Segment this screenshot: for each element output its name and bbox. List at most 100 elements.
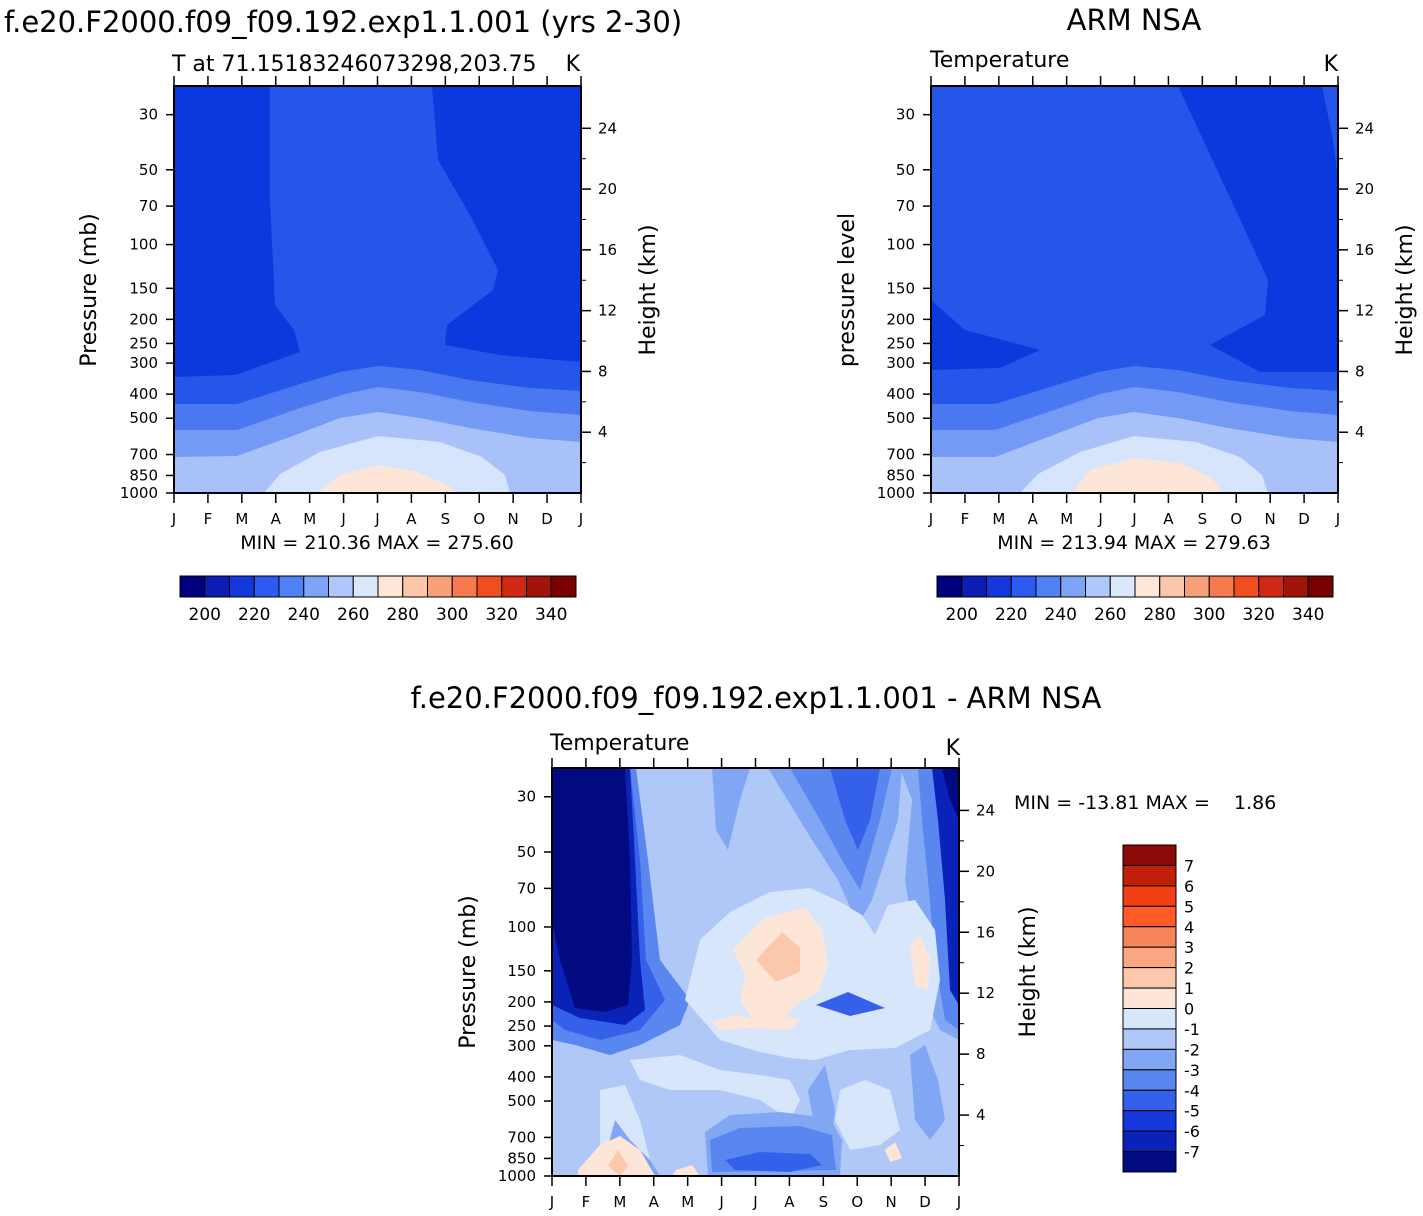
contour-band xyxy=(712,768,750,850)
contour-band xyxy=(552,768,632,1012)
y-tick-label: 200 xyxy=(507,993,536,1011)
y2-tick-label: 24 xyxy=(1355,119,1374,137)
colorbar-swatch xyxy=(1122,1008,1177,1030)
colorbar-swatch xyxy=(1134,575,1161,598)
diff-min-max: MIN = -13.81 MAX = 1.86 xyxy=(1014,792,1276,814)
colorbar-label: -7 xyxy=(1184,1143,1200,1162)
x-tick-label: J xyxy=(374,510,379,528)
colorbar-label: 1 xyxy=(1184,979,1194,998)
colorbar-label: 260 xyxy=(337,605,369,625)
x-tick-label: A xyxy=(271,510,282,528)
colorbar-label: -3 xyxy=(1184,1061,1200,1080)
contour-band xyxy=(608,1150,628,1176)
colorbar-label: 220 xyxy=(995,605,1027,625)
colorbar-swatch xyxy=(526,575,552,598)
model-y2-axis-label: Height (km) xyxy=(636,224,661,355)
x-tick-label: S xyxy=(441,510,451,528)
contour-band xyxy=(932,768,959,1005)
colorbar-swatch xyxy=(1122,946,1177,969)
x-tick-label: N xyxy=(508,510,519,528)
x-tick-label: J xyxy=(578,510,583,528)
y-tick-label: 150 xyxy=(886,279,915,297)
y-tick-label: 500 xyxy=(507,1092,536,1110)
contour-band xyxy=(885,1142,902,1162)
y-tick-label: 250 xyxy=(886,334,915,352)
contour-band xyxy=(816,992,885,1016)
x-tick-label: J xyxy=(1131,510,1136,528)
x-tick-label: O xyxy=(473,510,485,528)
x-tick-label: J xyxy=(956,1193,961,1211)
colorbar-swatch xyxy=(936,575,963,598)
y-tick-label: 30 xyxy=(139,106,158,124)
colorbar-swatch xyxy=(550,575,577,598)
colorbar-swatch xyxy=(402,575,428,598)
colorbar-swatch xyxy=(1122,864,1177,887)
contour-band xyxy=(725,1152,822,1172)
y2-tick-label: 8 xyxy=(598,362,608,380)
colorbar-swatch xyxy=(352,575,379,598)
y2-tick-label: 12 xyxy=(598,302,617,320)
obs-axes: J F M A M J J A S O N D J 30 50 70 100 150 200 250 300 400 500… xyxy=(877,76,1374,528)
y-tick-label: 400 xyxy=(886,385,915,403)
x-tick-label: M xyxy=(1060,510,1073,528)
y-tick-label: 70 xyxy=(517,879,536,897)
contour-band xyxy=(756,932,800,982)
colorbar-swatch xyxy=(501,575,527,598)
contour-band xyxy=(630,1055,800,1120)
x-tick-label: J xyxy=(549,1193,554,1211)
x-tick-label: D xyxy=(541,510,553,528)
colorbar-swatch xyxy=(1085,575,1111,598)
y-tick-label: 150 xyxy=(507,962,536,980)
x-tick-label: N xyxy=(886,1193,897,1211)
colorbar-swatch xyxy=(1010,575,1037,598)
y-tick-label: 150 xyxy=(129,279,158,297)
y-tick-label: 30 xyxy=(896,106,915,124)
y2-tick-label: 16 xyxy=(976,923,995,941)
colorbar-swatch xyxy=(1122,844,1177,866)
colorbar-swatch xyxy=(476,575,503,598)
colorbar-swatch xyxy=(1233,575,1260,598)
contour-band xyxy=(942,768,959,820)
right-panel-title: ARM NSA xyxy=(1067,3,1202,37)
colorbar-label: 6 xyxy=(1184,877,1194,896)
colorbar-label: 260 xyxy=(1094,605,1126,625)
colorbar-label: -2 xyxy=(1184,1040,1200,1059)
y2-tick-label: 24 xyxy=(976,801,995,819)
x-tick-label: J xyxy=(718,1193,723,1211)
colorbar-swatch xyxy=(1122,1069,1177,1091)
colorbar-swatch xyxy=(303,575,329,598)
y-tick-label: 500 xyxy=(886,409,915,427)
difference-panel-title: f.e20.F2000.f09_f09.192.exp1.1.001 - ARM… xyxy=(411,681,1102,715)
y-tick-label: 1000 xyxy=(120,484,158,502)
y2-tick-label: 4 xyxy=(976,1106,986,1124)
colorbar-label: 300 xyxy=(1193,605,1225,625)
colorbar-swatch xyxy=(1122,1089,1177,1112)
y-tick-label: 50 xyxy=(139,161,158,179)
colorbar-swatch xyxy=(1122,885,1177,907)
x-tick-label: N xyxy=(1265,510,1276,528)
y2-tick-label: 20 xyxy=(598,180,617,198)
colorbar-label: 5 xyxy=(1184,897,1194,916)
colorbar-swatch xyxy=(1122,1130,1177,1153)
y-tick-label: 250 xyxy=(507,1017,536,1035)
x-tick-label: J xyxy=(752,1193,757,1211)
y2-tick-label: 16 xyxy=(598,241,617,259)
y-tick-label: 850 xyxy=(129,466,158,484)
y-tick-label: 100 xyxy=(129,236,158,254)
diff-subtitle: Temperature xyxy=(549,731,689,756)
colorbar-swatch xyxy=(229,575,255,598)
y-tick-label: 50 xyxy=(896,161,915,179)
model-contour-fill xyxy=(174,86,581,493)
y-tick-label: 300 xyxy=(507,1037,536,1055)
colorbar-swatch xyxy=(179,575,206,598)
colorbar-swatch xyxy=(328,575,354,598)
colorbar-label: 280 xyxy=(387,605,419,625)
colorbar-swatch xyxy=(1122,967,1177,989)
x-tick-label: M xyxy=(235,510,248,528)
colorbar-swatch xyxy=(1122,1110,1177,1132)
y-tick-label: 100 xyxy=(507,918,536,936)
y-tick-label: 200 xyxy=(886,310,915,328)
colorbar-label: 200 xyxy=(946,605,978,625)
y-tick-label: 200 xyxy=(129,310,158,328)
